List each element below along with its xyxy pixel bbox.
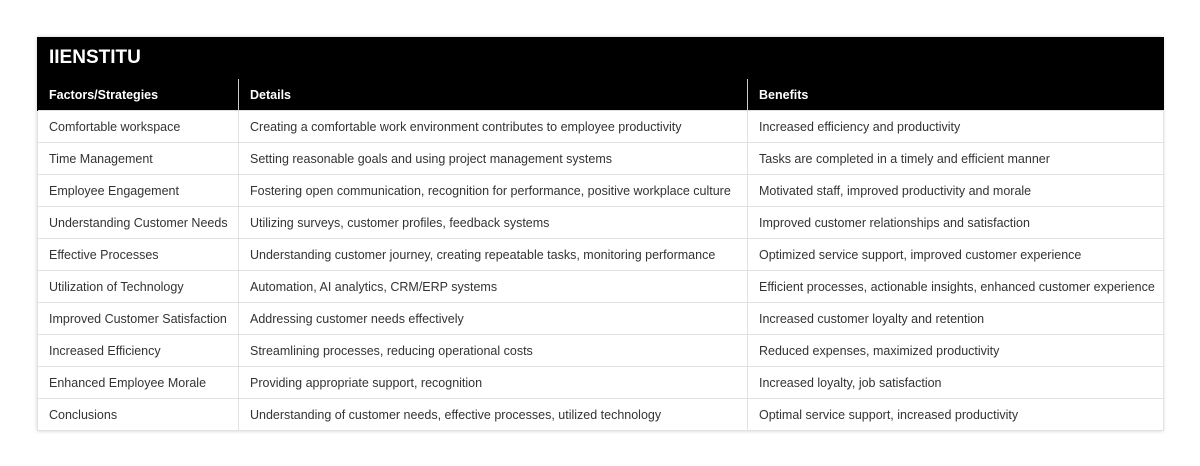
table-row: Understanding Customer Needs Utilizing su… [37, 206, 1164, 239]
table-row: Increased Efficiency Streamlining process… [37, 334, 1164, 367]
cell-details: Streamlining processes, reducing operati… [238, 334, 748, 367]
table-row: Conclusions Understanding of customer nee… [37, 398, 1164, 431]
cell-factor: Increased Efficiency [37, 334, 239, 367]
cell-details: Creating a comfortable work environment … [238, 110, 748, 143]
column-header-details: Details [238, 78, 748, 111]
table-row: Effective Processes Understanding custome… [37, 238, 1164, 271]
data-table-container: IIENSTITU Factors/Strategies Details Ben… [37, 37, 1164, 431]
cell-details: Addressing customer needs effectively [238, 302, 748, 335]
cell-details: Understanding of customer needs, effecti… [238, 398, 748, 431]
cell-details: Utilizing surveys, customer profiles, fe… [238, 206, 748, 239]
table-row: Time Management Setting reasonable goals … [37, 142, 1164, 175]
cell-factor: Understanding Customer Needs [37, 206, 239, 239]
cell-factor: Conclusions [37, 398, 239, 431]
table-title: IIENSTITU [37, 37, 1164, 79]
cell-factor: Comfortable workspace [37, 110, 239, 143]
column-header-factors: Factors/Strategies [37, 78, 239, 111]
table-row: Enhanced Employee Morale Providing approp… [37, 366, 1164, 399]
cell-details: Providing appropriate support, recogniti… [238, 366, 748, 399]
table-title-row: IIENSTITU [37, 37, 1164, 79]
table-row: Utilization of Technology Automation, AI … [37, 270, 1164, 303]
cell-details: Setting reasonable goals and using proje… [238, 142, 748, 175]
cell-benefits: Increased customer loyalty and retention [747, 302, 1164, 335]
table-row: Improved Customer Satisfaction Addressing… [37, 302, 1164, 335]
cell-factor: Effective Processes [37, 238, 239, 271]
table-row: Comfortable workspace Creating a comforta… [37, 110, 1164, 143]
table-body: Comfortable workspace Creating a comforta… [37, 110, 1164, 431]
cell-benefits: Optimal service support, increased produ… [747, 398, 1164, 431]
column-header-benefits: Benefits [747, 78, 1164, 111]
cell-details: Automation, AI analytics, CRM/ERP system… [238, 270, 748, 303]
data-table: IIENSTITU Factors/Strategies Details Ben… [37, 37, 1164, 431]
cell-factor: Improved Customer Satisfaction [37, 302, 239, 335]
cell-benefits: Motivated staff, improved productivity a… [747, 174, 1164, 207]
cell-benefits: Increased efficiency and productivity [747, 110, 1164, 143]
cell-benefits: Efficient processes, actionable insights… [747, 270, 1164, 303]
cell-factor: Enhanced Employee Morale [37, 366, 239, 399]
cell-benefits: Tasks are completed in a timely and effi… [747, 142, 1164, 175]
table-header-row: Factors/Strategies Details Benefits [37, 78, 1164, 111]
table-row: Employee Engagement Fostering open commun… [37, 174, 1164, 207]
cell-details: Understanding customer journey, creating… [238, 238, 748, 271]
cell-benefits: Optimized service support, improved cust… [747, 238, 1164, 271]
cell-factor: Employee Engagement [37, 174, 239, 207]
cell-benefits: Reduced expenses, maximized productivity [747, 334, 1164, 367]
cell-details: Fostering open communication, recognitio… [238, 174, 748, 207]
cell-benefits: Increased loyalty, job satisfaction [747, 366, 1164, 399]
cell-benefits: Improved customer relationships and sati… [747, 206, 1164, 239]
cell-factor: Utilization of Technology [37, 270, 239, 303]
cell-factor: Time Management [37, 142, 239, 175]
